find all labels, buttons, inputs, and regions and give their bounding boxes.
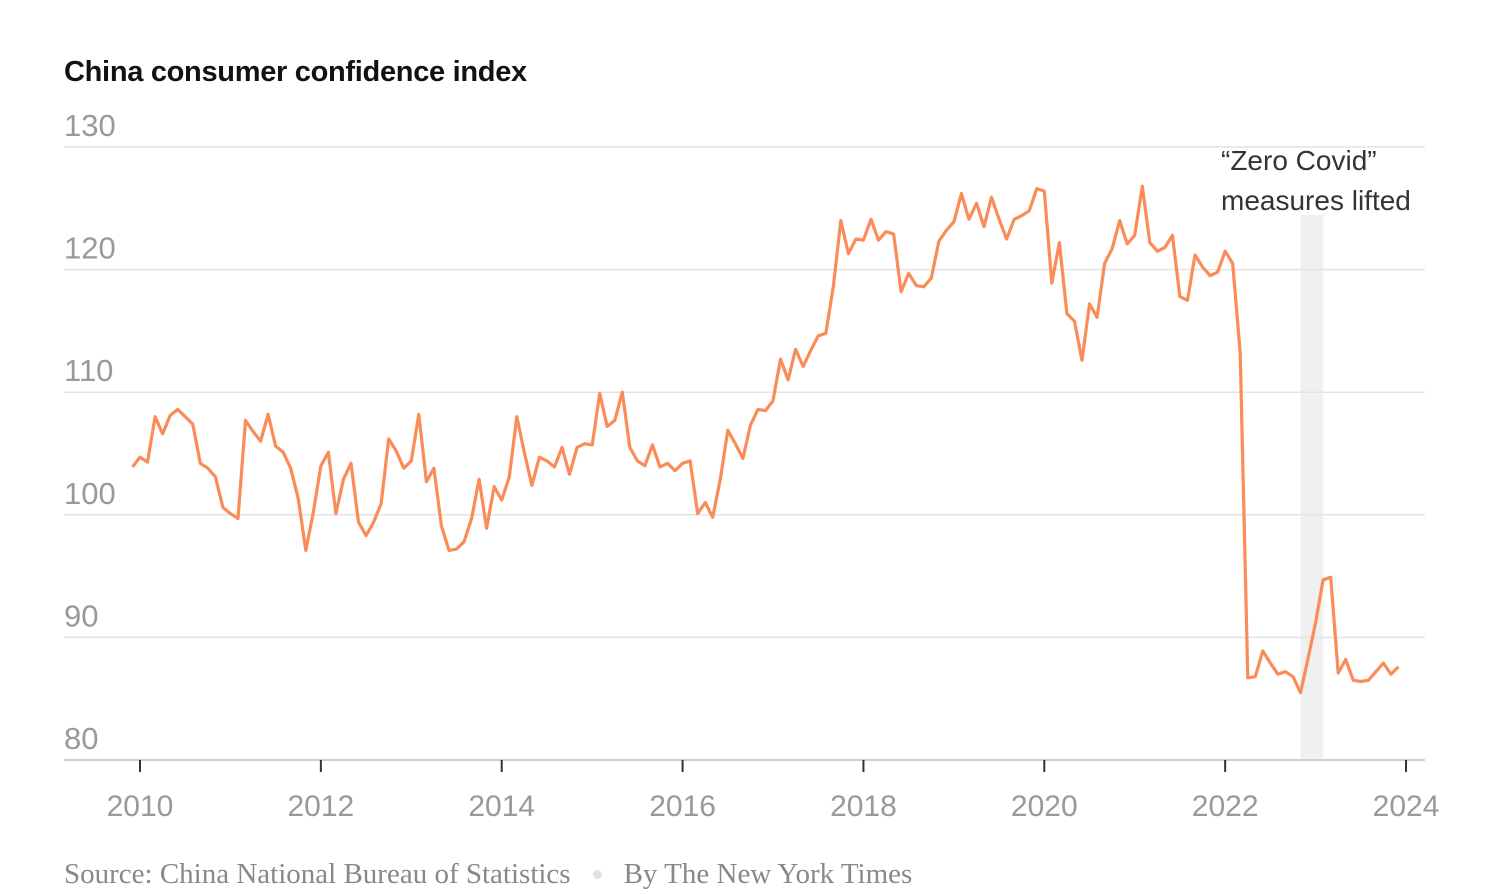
x-tick-label: 2014 <box>468 790 535 823</box>
gridlines <box>64 146 1425 761</box>
series-line <box>131 184 1400 695</box>
x-tick-label: 2022 <box>1192 790 1259 823</box>
shaded-period-layer <box>1300 215 1324 760</box>
y-tick-label: 120 <box>64 231 116 266</box>
separator-dot <box>592 869 602 879</box>
y-tick-label: 130 <box>64 108 116 143</box>
y-tick-label: 100 <box>64 476 116 511</box>
x-tick-label: 2010 <box>107 790 174 823</box>
x-axis: 2010 2012 2014 2016 2018 2020 2022 2024 <box>107 760 1440 823</box>
x-tick-label: 2018 <box>830 790 897 823</box>
credit-text: By The New York Times <box>623 858 913 890</box>
shaded-period <box>1300 215 1324 760</box>
y-tick-label: 80 <box>64 721 98 756</box>
annotation-line-1: “Zero Covid” <box>1221 145 1377 176</box>
y-tick-label: 110 <box>64 353 113 388</box>
source-line: Source: China National Bureau of Statist… <box>64 858 912 891</box>
annotation-line-2: measures lifted <box>1221 185 1411 216</box>
y-tick-label: 90 <box>64 598 98 633</box>
x-tick-label: 2012 <box>287 790 354 823</box>
chart-title: China consumer confidence index <box>64 56 527 88</box>
x-tick-label: 2016 <box>649 790 716 823</box>
y-axis: 80 90 100 110 120 130 <box>64 108 116 756</box>
x-tick-label: 2020 <box>1011 790 1078 823</box>
series-layer <box>131 184 1400 695</box>
source-text: Source: China National Bureau of Statist… <box>64 858 571 890</box>
annotation: “Zero Covid” measures lifted <box>1221 145 1411 216</box>
x-tick-label: 2024 <box>1373 790 1440 823</box>
